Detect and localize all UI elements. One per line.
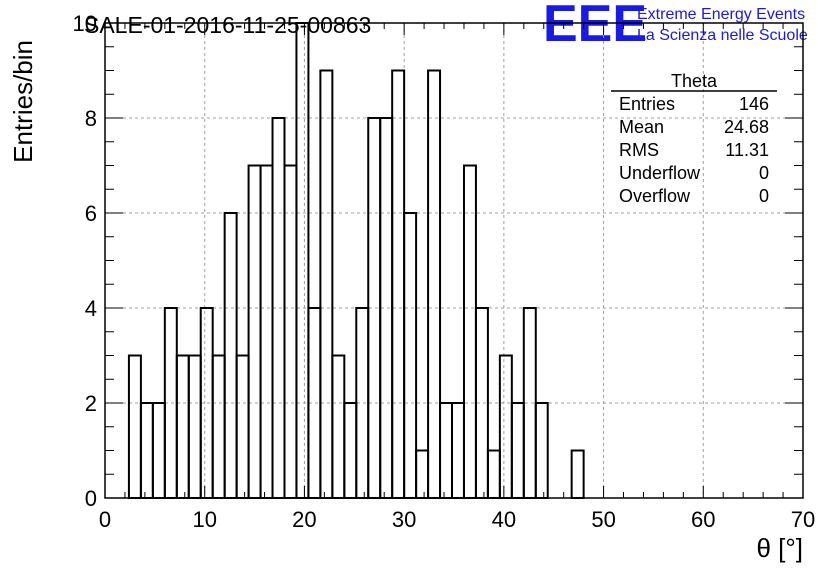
histogram-bin-1 <box>127 354 142 499</box>
x-tick-label-20: 20 <box>292 507 316 532</box>
axis-ticks <box>104 22 804 499</box>
histogram-bin-29 <box>462 164 477 499</box>
logo-mark: EEE <box>543 0 647 53</box>
histogram-bin-2 <box>139 402 154 499</box>
histogram-bin-23 <box>391 69 406 499</box>
stats-label-rms: RMS <box>619 140 659 160</box>
y-tick-label-4: 4 <box>85 296 97 321</box>
y-tick-label-6: 6 <box>85 201 97 226</box>
histogram-bin-19 <box>343 402 358 499</box>
x-tick-label-50: 50 <box>591 507 615 532</box>
histogram-bin-26 <box>427 69 442 499</box>
histogram-bin-32 <box>498 354 513 499</box>
histogram-bin-3 <box>151 402 166 499</box>
histogram-bin-10 <box>235 354 250 499</box>
x-tick-label-0: 0 <box>99 507 111 532</box>
stats-label-overflow: Overflow <box>619 186 691 206</box>
stats-value-rms: 11.31 <box>725 140 769 160</box>
histogram-bin-30 <box>474 307 489 499</box>
x-tick-labels: 0 10 20 30 40 50 60 70 <box>99 507 815 532</box>
plot-frame <box>104 22 804 499</box>
stats-label-entries: Entries <box>619 94 675 114</box>
x-tick-label-30: 30 <box>392 507 416 532</box>
stats-box: Theta Entries 146 Mean 24.68 RMS 11.31 Underfl… <box>611 71 777 206</box>
stats-value-mean: 24.68 <box>724 117 769 137</box>
histogram-bin-11 <box>247 164 262 499</box>
histogram-bin-17 <box>319 69 334 499</box>
histogram-bin-38 <box>570 449 585 499</box>
histogram-bin-24 <box>403 212 418 499</box>
histogram-bin-25 <box>415 449 430 499</box>
y-tick-label-8: 8 <box>85 106 97 131</box>
histogram-bin-33 <box>510 402 525 499</box>
x-tick-label-40: 40 <box>492 507 516 532</box>
histogram-bins <box>127 22 585 499</box>
y-tick-label-10: 10 <box>73 11 97 36</box>
histogram-bin-6 <box>187 354 202 499</box>
chart-title: SALE-01-2016-11-25-00863 <box>84 12 371 38</box>
x-tick-label-60: 60 <box>691 507 715 532</box>
plot-frame-rect <box>104 22 804 499</box>
stats-title: Theta <box>671 71 718 91</box>
x-tick-label-70: 70 <box>791 507 815 532</box>
logo-line-2: La Scienza nelle Scuole <box>637 27 808 44</box>
stats-value-entries: 146 <box>739 94 769 114</box>
histogram-bin-9 <box>223 212 238 499</box>
grid-lines <box>105 22 803 498</box>
y-axis-label: Entries/bin <box>8 40 38 163</box>
histogram-bin-14 <box>283 164 298 499</box>
stats-label-mean: Mean <box>619 117 664 137</box>
y-tick-label-0: 0 <box>85 486 97 511</box>
eee-logo: EEE Extreme Energy Events La Scienza nel… <box>543 0 808 53</box>
x-axis-label: θ [°] <box>756 533 803 563</box>
logo-line-1: Extreme Energy Events <box>637 6 805 23</box>
stats-label-underflow: Underflow <box>619 163 701 183</box>
histogram-bin-27 <box>439 402 454 499</box>
x-tick-label-10: 10 <box>192 507 216 532</box>
histogram-bin-12 <box>259 164 274 499</box>
histogram-bin-8 <box>211 354 226 499</box>
histogram-bin-28 <box>451 402 465 499</box>
histogram-bin-15 <box>295 22 310 499</box>
stats-value-overflow: 0 <box>759 186 769 206</box>
stats-value-underflow: 0 <box>759 163 769 183</box>
histogram-bin-35 <box>534 402 549 499</box>
histogram-bin-18 <box>331 354 346 499</box>
histogram-bin-31 <box>486 449 501 499</box>
y-tick-labels: 0 2 4 6 8 10 <box>73 11 97 511</box>
histogram-bin-5 <box>175 354 190 499</box>
y-tick-label-2: 2 <box>85 391 97 416</box>
